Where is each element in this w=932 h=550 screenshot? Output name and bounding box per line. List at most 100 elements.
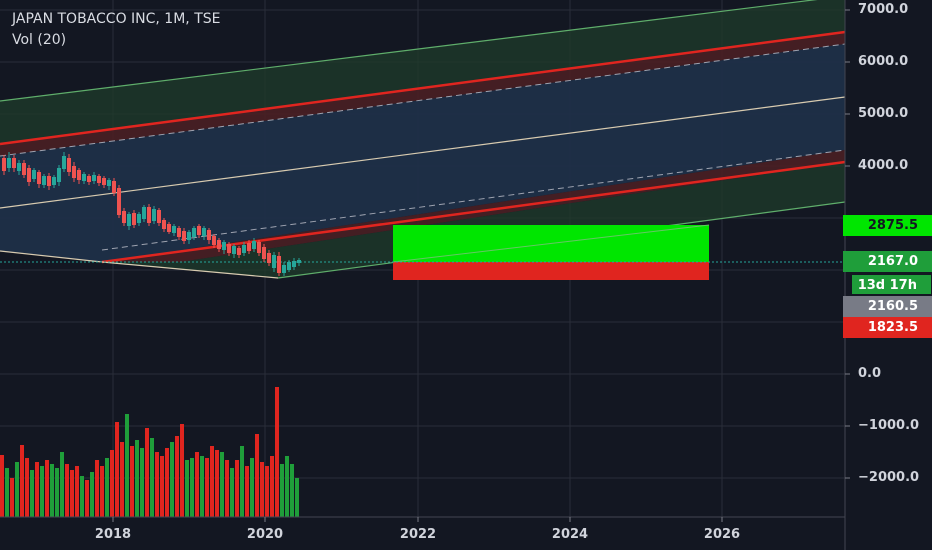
volume-bar: [25, 458, 29, 517]
candlestick-series[interactable]: [2, 152, 301, 276]
volume-bar: [135, 440, 139, 517]
candle: [62, 152, 66, 172]
volume-bar: [5, 468, 9, 517]
volume-bar: [200, 456, 204, 517]
candle: [27, 165, 31, 186]
candle: [272, 252, 276, 272]
channel-upper-outer-line: [0, 0, 818, 102]
candle: [77, 168, 81, 184]
price-tick: 6000.0: [858, 54, 909, 69]
volume-bar: [130, 446, 134, 517]
candle: [297, 258, 301, 266]
volume-bar: [235, 460, 239, 517]
symbol-title[interactable]: JAPAN TOBACCO INC, 1M, TSE: [12, 11, 221, 27]
volume-bar: [110, 450, 114, 517]
time-tick: 2022: [399, 527, 437, 542]
volume-bar: [70, 470, 74, 517]
volume-bar: [220, 452, 224, 517]
time-axis-ticks: [112, 517, 723, 522]
price-tick: 4000.0: [858, 158, 909, 173]
target-price-label: 2875.5: [843, 215, 932, 236]
candle: [202, 226, 206, 240]
candle: [87, 174, 91, 185]
candle: [142, 205, 146, 222]
volume-bar: [165, 448, 169, 517]
candle: [67, 154, 71, 176]
candle: [277, 252, 281, 276]
volume-bar: [250, 458, 254, 517]
volume-bar: [280, 464, 284, 517]
volume-bar: [85, 480, 89, 517]
volume-bar: [155, 452, 159, 517]
volume-bar: [215, 450, 219, 517]
price-tick: −1000.0: [858, 418, 920, 433]
candle: [262, 244, 266, 262]
candle: [107, 178, 111, 190]
time-tick: 2018: [94, 527, 132, 542]
stop-price-label: 1823.5: [843, 317, 932, 338]
candle: [162, 218, 166, 232]
volume-indicator-label[interactable]: Vol (20): [12, 32, 67, 48]
volume-bar: [255, 434, 259, 517]
volume-bar: [15, 462, 19, 517]
volume-bar: [150, 438, 154, 517]
bar-countdown-label: 13d 17h: [851, 274, 932, 295]
stop-zone[interactable]: [393, 262, 709, 280]
time-tick: 2026: [703, 527, 741, 542]
volume-bar: [10, 478, 14, 517]
chart-legend[interactable]: JAPAN TOBACCO INC, 1M, TSE Vol (20): [12, 9, 220, 51]
candle: [157, 208, 161, 226]
channel-lower-dashed-line: [101, 149, 846, 251]
channel-upper-margin: [0, 32, 845, 156]
volume-bar: [210, 446, 214, 517]
volume-bar: [120, 442, 124, 517]
volume-bar: [170, 442, 174, 517]
volume-bar: [55, 468, 59, 517]
volume-bar: [140, 448, 144, 517]
volume-bar: [115, 422, 119, 517]
candle: [57, 165, 61, 186]
entry-price-label: 2160.5: [843, 296, 932, 317]
candle: [237, 246, 241, 258]
price-tick: 0.0: [858, 366, 882, 381]
volume-bar: [160, 456, 164, 517]
candle: [247, 240, 251, 254]
candle: [112, 178, 116, 196]
volume-bar: [40, 466, 44, 517]
volume-bar: [0, 455, 4, 517]
price-axis-ticks: [845, 9, 850, 479]
volume-bar: [180, 424, 184, 517]
channel-upper-dashed-line: [0, 43, 846, 157]
candle: [217, 238, 221, 252]
volume-bar: [20, 445, 24, 517]
volume-bar: [205, 458, 209, 517]
volume-bar: [105, 458, 109, 517]
candle: [282, 262, 286, 276]
volume-bar: [50, 464, 54, 517]
candle: [227, 242, 231, 256]
price-tick: −2000.0: [858, 470, 920, 485]
volume-bar: [195, 452, 199, 517]
volume-bar: [270, 456, 274, 517]
candle: [102, 176, 106, 188]
volume-series[interactable]: [0, 387, 299, 517]
volume-bar: [30, 470, 34, 517]
time-tick: 2024: [551, 527, 589, 542]
volume-bar: [100, 466, 104, 517]
candle: [137, 212, 141, 226]
volume-bar: [260, 462, 264, 517]
channel-upper-red-line: [0, 30, 846, 146]
candle: [52, 175, 56, 188]
candle: [177, 226, 181, 240]
candle: [152, 206, 156, 224]
candle: [2, 155, 6, 175]
candle: [17, 160, 21, 175]
candle: [47, 173, 51, 190]
candle: [267, 250, 271, 266]
volume-bar: [190, 458, 194, 517]
volume-bar: [295, 478, 299, 517]
last-price-label: 2167.0: [843, 251, 932, 272]
candle: [197, 224, 201, 238]
candle: [187, 230, 191, 244]
